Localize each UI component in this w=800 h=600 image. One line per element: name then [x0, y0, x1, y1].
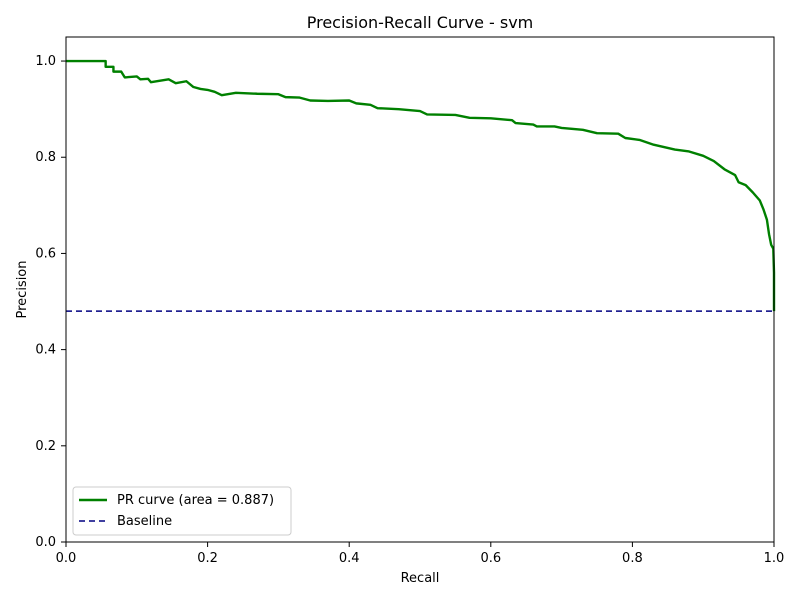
x-tick-label-4: 0.8: [622, 551, 643, 566]
legend: PR curve (area = 0.887) Baseline: [72, 486, 292, 536]
x-tick-label-5: 1.0: [764, 551, 785, 566]
x-tick-label-3: 0.6: [480, 551, 501, 566]
y-tick-label-5: 1.0: [35, 54, 56, 69]
legend-pr-label: PR curve (area = 0.887): [117, 493, 274, 508]
y-tick-label-4: 0.8: [35, 150, 56, 165]
pr-curve-line: [66, 59, 776, 312]
x-tick-label-1: 0.2: [197, 551, 218, 566]
axes-layer: 0.0 0.2 0.4 0.6 0.8 1.0 0.0 0.2 0.4 0.6 0.8 1.0: [35, 36, 785, 566]
y-axis-label: Precision: [15, 260, 30, 318]
y-tick-label-2: 0.4: [35, 343, 56, 358]
y-tick-label-3: 0.6: [35, 246, 56, 261]
chart-title: Precision-Recall Curve - svm: [307, 13, 534, 32]
plot-background: [66, 37, 774, 542]
y-tick-label-0: 0.0: [35, 535, 56, 550]
x-tick-label-2: 0.4: [339, 551, 360, 566]
plot-border: [65, 36, 775, 543]
x-axis-label: Recall: [401, 571, 440, 586]
y-tick-label-1: 0.2: [35, 439, 56, 454]
x-tick-label-0: 0.0: [56, 551, 77, 566]
plot-area: [66, 37, 776, 542]
legend-box: [72, 486, 292, 536]
legend-baseline-label: Baseline: [117, 514, 172, 529]
